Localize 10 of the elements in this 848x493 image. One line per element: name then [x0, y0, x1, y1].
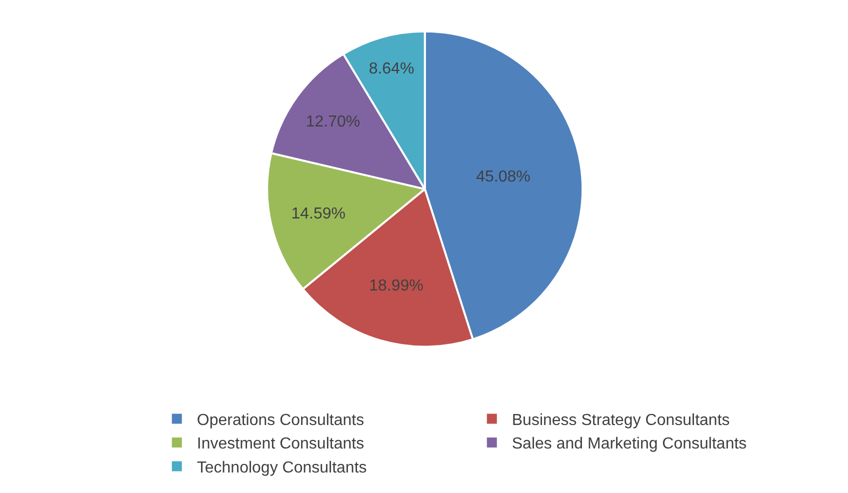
legend-label: Investment Consultants: [196, 436, 364, 453]
data-label: 8.64%: [368, 60, 414, 78]
data-label: 12.70%: [306, 114, 360, 131]
data-label: 18.99%: [369, 277, 424, 294]
data-label: 14.59%: [291, 205, 346, 222]
legend-label: Technology Consultants: [196, 460, 367, 477]
data-label: 45.08%: [476, 168, 530, 186]
legend-label: Sales and Marketing Consultants: [512, 436, 747, 453]
legend-label: Operations Consultants: [196, 412, 364, 429]
legend-label: Business Strategy Consultants: [512, 412, 730, 429]
